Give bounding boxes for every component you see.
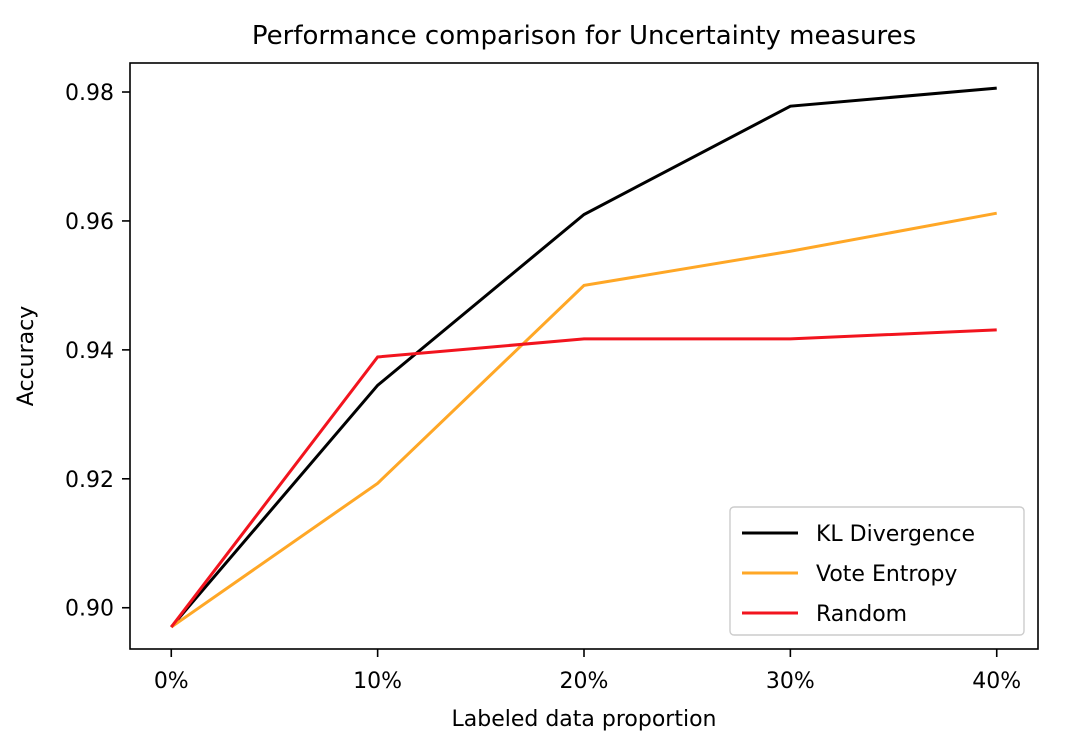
y-tick-label: 0.92 [65, 468, 114, 493]
y-tick-label: 0.90 [65, 597, 114, 622]
x-tick-label: 20% [560, 669, 609, 694]
chart-title: Performance comparison for Uncertainty m… [252, 21, 916, 51]
x-tick-label: 40% [972, 669, 1021, 694]
y-axis-label: Accuracy [14, 306, 39, 406]
legend-box [729, 506, 1025, 636]
x-tick-label: 10% [353, 669, 402, 694]
series-line-vote-entropy [170, 211, 997, 629]
x-axis: 0% 10% 20% 30% 40% [154, 649, 1021, 694]
series-lines [170, 86, 997, 629]
series-line-random [170, 328, 997, 628]
y-axis: 0.90 0.92 0.94 0.96 0.98 [65, 81, 130, 622]
series-line-kl-divergence [170, 86, 997, 629]
legend-label: Vote Entropy [816, 562, 957, 587]
y-tick-label: 0.96 [65, 210, 114, 235]
legend-label: KL Divergence [816, 522, 975, 547]
x-axis-label: Labeled data proportion [452, 707, 717, 732]
x-tick-label: 0% [154, 669, 189, 694]
legend: KL Divergence Vote Entropy Random [729, 506, 1025, 636]
x-tick-label: 30% [766, 669, 815, 694]
y-tick-label: 0.94 [65, 339, 114, 364]
y-tick-label: 0.98 [65, 81, 114, 106]
legend-label: Random [816, 602, 907, 627]
